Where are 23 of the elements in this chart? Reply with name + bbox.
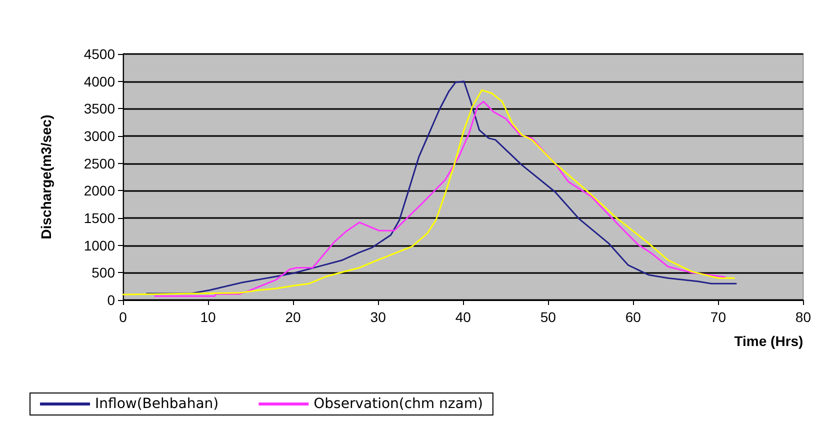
x-tick-label: 80	[795, 309, 812, 325]
legend-label: Observation(chm nzam)	[314, 396, 483, 412]
y-tick-label: 2000	[84, 182, 116, 199]
y-tick-label: 1000	[84, 237, 116, 254]
x-tick-label: 40	[455, 309, 472, 325]
y-tick-label: 4000	[84, 73, 116, 90]
x-tick-label: 70	[710, 309, 726, 325]
y-tick-label: 3000	[84, 128, 116, 144]
x-axis-title: Time (Hrs)	[734, 333, 804, 349]
legend-label: Inflow(Behbahan)	[95, 396, 219, 412]
x-tick-label: 60	[625, 309, 642, 325]
x-tick-label: 20	[285, 309, 302, 325]
x-tick-label: 0	[119, 309, 128, 325]
y-tick-label: 4500	[84, 46, 116, 62]
y-axis-title: Discharge(m3/sec)	[38, 114, 54, 240]
y-tick-label: 1500	[84, 210, 116, 226]
x-tick-label: 30	[370, 309, 386, 325]
y-tick-label: 2500	[84, 155, 116, 172]
x-tick-label: 10	[200, 309, 216, 325]
y-tick-label: 0	[107, 292, 116, 308]
y-tick-label: 500	[92, 264, 116, 281]
y-tick-label: 3500	[84, 100, 116, 117]
x-tick-label: 50	[540, 309, 556, 325]
